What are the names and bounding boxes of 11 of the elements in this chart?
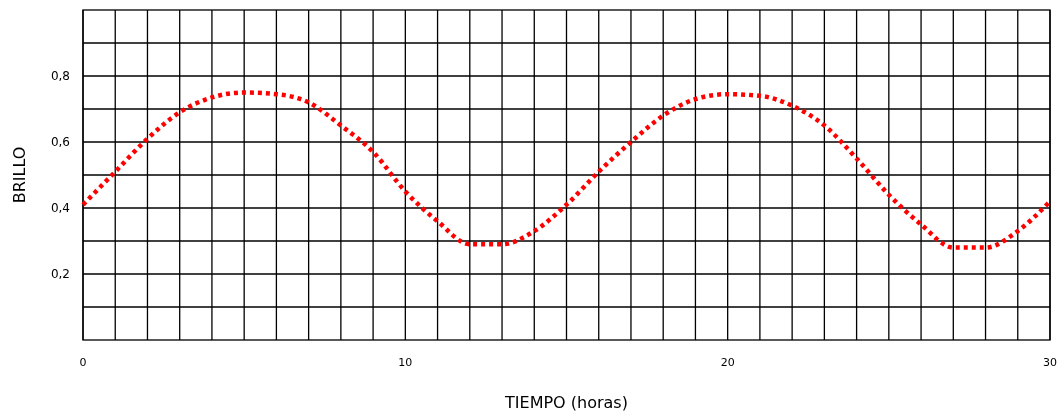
x-tick-label: 10 <box>398 356 413 369</box>
y-tick-label: 0,8 <box>50 69 70 83</box>
y-tick-label: 0,6 <box>50 135 70 149</box>
y-tick-label: 0,4 <box>50 201 70 215</box>
y-axis-title: BRILLO <box>10 146 29 204</box>
x-tick-label: 20 <box>720 356 735 369</box>
x-tick-label: 0 <box>79 356 87 369</box>
line-series <box>80 90 1053 250</box>
x-tick-label: 30 <box>1043 356 1057 369</box>
y-tick-label: 0,2 <box>50 267 70 281</box>
x-axis-title: TIEMPO (horas) <box>504 393 628 412</box>
